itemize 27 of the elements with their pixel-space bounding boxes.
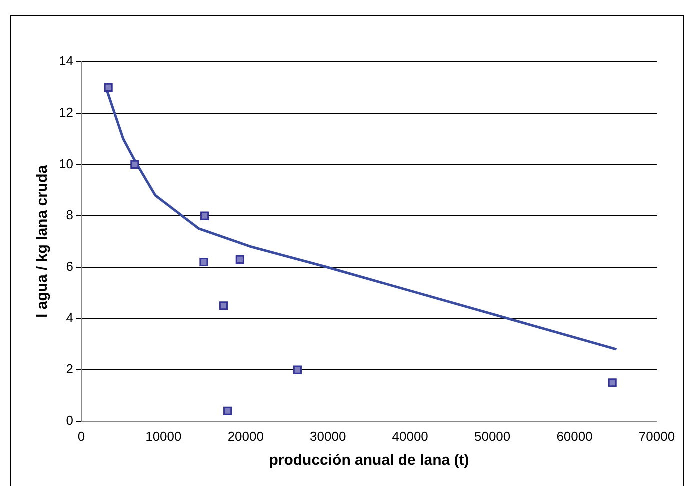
x-tick-label: 20000 (228, 428, 264, 444)
point (224, 406, 232, 416)
x-tick-label: 30000 (310, 428, 346, 444)
y-tick-label: 0 (66, 412, 74, 428)
x-tick-label: 70000 (638, 428, 676, 444)
point (293, 366, 302, 374)
point (200, 212, 210, 220)
y-tick-label: 6 (66, 258, 74, 274)
y-tick-label: 2 (66, 362, 74, 377)
x-tick-label: 0 (78, 428, 86, 444)
x-tick-label: 60000 (556, 428, 593, 444)
point (130, 160, 140, 169)
x-tick-label: 10000 (146, 428, 182, 444)
y-tick-label: 4 (66, 310, 74, 326)
x-tick-label: 40000 (392, 428, 428, 444)
point (104, 83, 113, 92)
point (219, 302, 228, 310)
y-tick-label: 14 (58, 54, 74, 69)
x-axis-title: producción anual de lana (t) (269, 452, 470, 470)
point (200, 258, 208, 267)
y-tick-label: 10 (58, 156, 74, 172)
x-tick-label: 50000 (474, 428, 511, 444)
y-axis-title: l agua / kg lana cruda (34, 164, 52, 318)
y-tick-label: 12 (58, 104, 74, 120)
point (236, 255, 244, 264)
y-tick-label: 8 (66, 208, 74, 223)
point (608, 378, 617, 388)
